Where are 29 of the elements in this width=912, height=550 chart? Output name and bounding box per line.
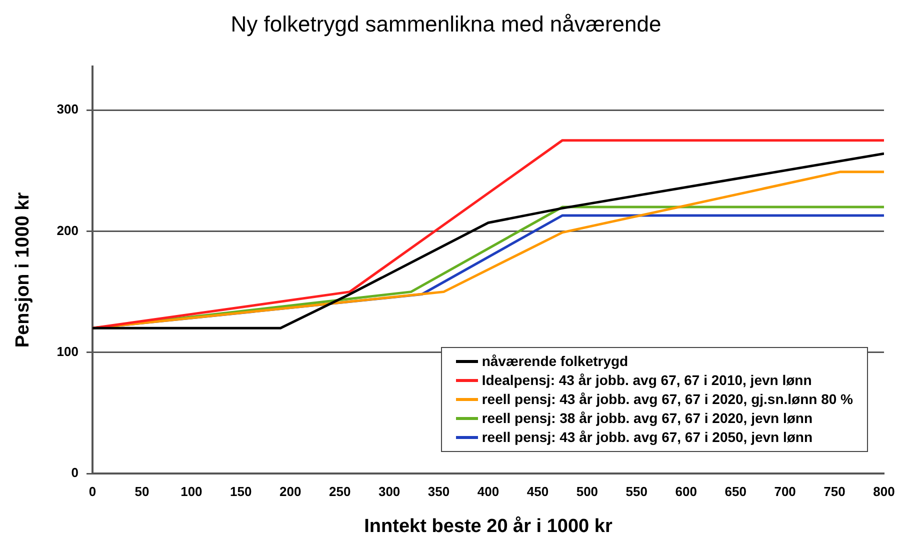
- y-tick-label: 100: [56, 344, 78, 359]
- x-tick-label: 500: [576, 484, 598, 499]
- x-tick-label: 600: [675, 484, 697, 499]
- x-tick-label: 350: [428, 484, 450, 499]
- x-axis-title: Inntekt beste 20 år i 1000 kr: [364, 516, 613, 537]
- chart-title: Ny folketrygd sammenlikna med nåværende: [230, 11, 662, 36]
- legend-label: reell pensj: 38 år jobb. avg 67, 67 i 2020, jevn lønn: [482, 409, 813, 428]
- x-tick-label: 550: [626, 484, 648, 499]
- x-tick-label: 150: [230, 484, 252, 499]
- legend-label: nåværende folketrygd: [482, 352, 628, 371]
- x-tick-label: 650: [724, 484, 746, 499]
- x-tick-label: 800: [873, 484, 895, 499]
- x-tick-label: 100: [180, 484, 202, 499]
- x-tick-label: 400: [477, 484, 500, 499]
- x-tick-label: 750: [824, 484, 846, 499]
- x-tick-label: 50: [134, 484, 150, 499]
- y-axis-title: Pensjon i 1000 kr: [12, 192, 34, 348]
- x-tick-label: 0: [88, 484, 96, 499]
- y-tick-label: 0: [71, 465, 78, 480]
- x-tick-label: 450: [526, 484, 549, 499]
- x-tick-label: 300: [378, 484, 400, 499]
- legend-label: Idealpensj: 43 år jobb. avg 67, 67 i 2010, jevn lønn: [482, 371, 812, 390]
- x-tick-label: 700: [774, 484, 796, 499]
- x-tick-label: 250: [328, 484, 351, 499]
- y-tick-label: 300: [56, 102, 78, 117]
- legend-label: reell pensj: 43 år jobb. avg 67, 67 i 2020, gj.sn.lønn 80 %: [482, 390, 853, 409]
- y-tick-label: 200: [56, 222, 78, 238]
- x-tick-label: 200: [280, 484, 302, 499]
- legend-label: reell pensj: 43 år jobb. avg 67, 67 i 2050, jevn lønn: [482, 428, 813, 447]
